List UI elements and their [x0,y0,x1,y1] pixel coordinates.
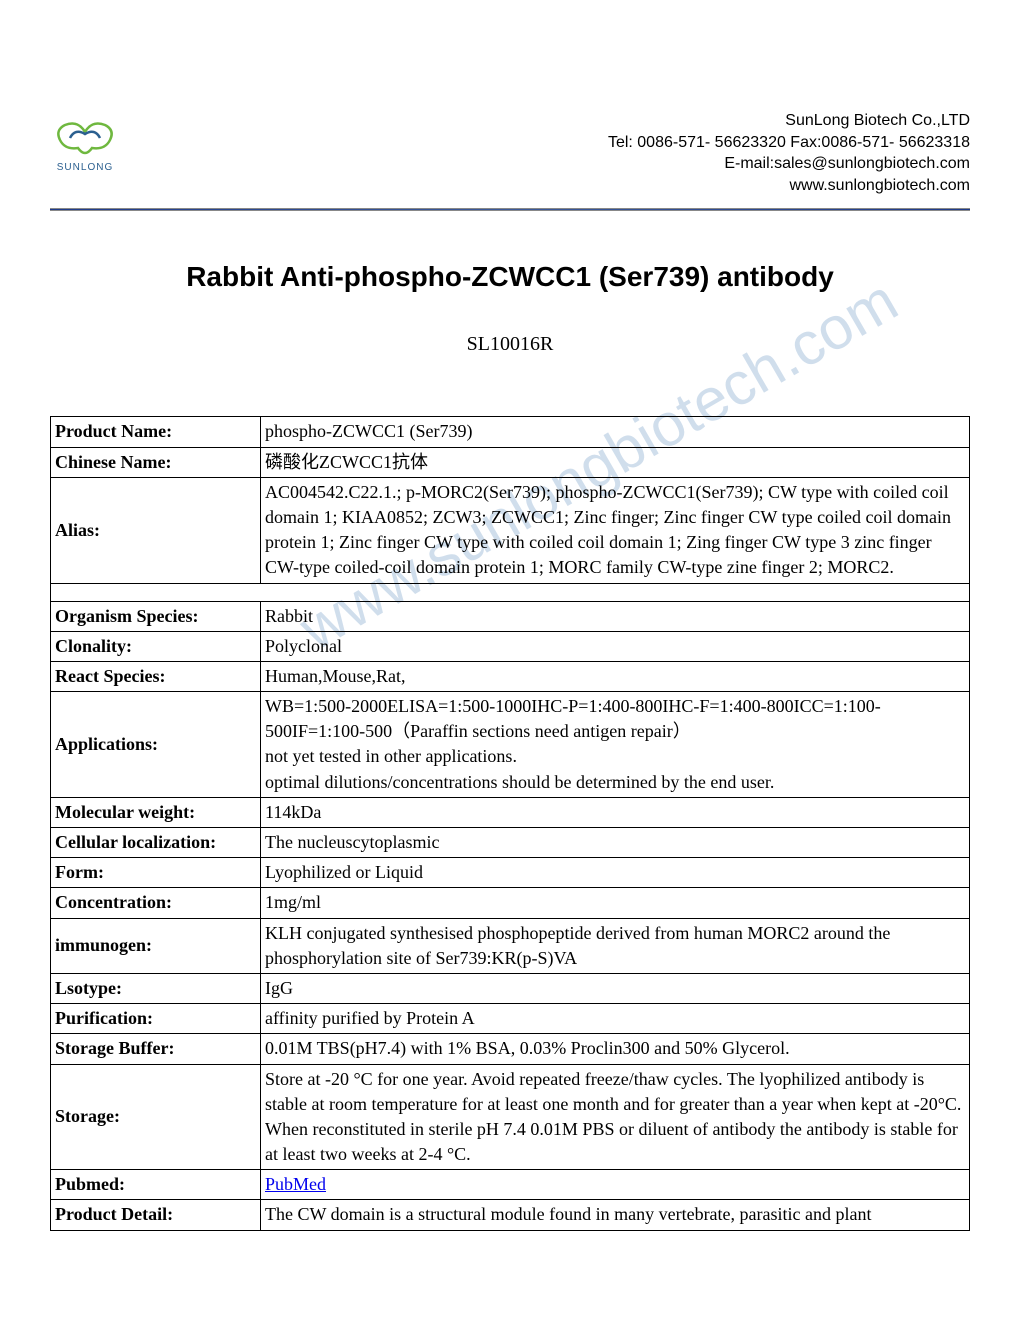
table-label: immunogen: [51,918,261,973]
table-label: Purification: [51,1004,261,1034]
table-value: Store at -20 °C for one year. Avoid repe… [261,1064,970,1170]
company-email: E-mail:sales@sunlongbiotech.com [608,153,970,175]
table-row: Storage Buffer:0.01M TBS(pH7.4) with 1% … [51,1034,970,1064]
table-value: affinity purified by Protein A [261,1004,970,1034]
table-label: React Species: [51,661,261,691]
pubmed-link[interactable]: PubMed [265,1174,326,1194]
company-info: SunLong Biotech Co.,LTD Tel: 0086-571- 5… [608,110,970,196]
table-value: phospho-ZCWCC1 (Ser739) [261,417,970,447]
table-label: Molecular weight: [51,797,261,827]
company-website: www.sunlongbiotech.com [608,175,970,197]
table-row [51,583,970,601]
table-value: Rabbit [261,601,970,631]
table-label: Organism Species: [51,601,261,631]
table-row: Applications:WB=1:500-2000ELISA=1:500-10… [51,692,970,798]
table-row: Lsotype:IgG [51,973,970,1003]
table-row: Storage:Store at -20 °C for one year. Av… [51,1064,970,1170]
table-label: Form: [51,858,261,888]
table-label: Applications: [51,692,261,798]
table-row: Alias:AC004542.C22.1.; p-MORC2(Ser739); … [51,477,970,583]
empty-cell [51,583,970,601]
table-row: immunogen:KLH conjugated synthesised pho… [51,918,970,973]
company-name: SunLong Biotech Co.,LTD [608,110,970,132]
table-label: Lsotype: [51,973,261,1003]
table-row: Organism Species:Rabbit [51,601,970,631]
table-value: The CW domain is a structural module fou… [261,1200,970,1230]
table-value: KLH conjugated synthesised phosphopeptid… [261,918,970,973]
logo-label: SUNLONG [57,162,113,173]
table-label: Clonality: [51,631,261,661]
table-row: Form:Lyophilized or Liquid [51,858,970,888]
table-label: Cellular localization: [51,828,261,858]
header-divider [50,208,970,211]
table-value: IgG [261,973,970,1003]
table-value: 1mg/ml [261,888,970,918]
table-value: 0.01M TBS(pH7.4) with 1% BSA, 0.03% Proc… [261,1034,970,1064]
product-code: SL10016R [50,333,970,356]
product-data-table: Product Name:phospho-ZCWCC1 (Ser739)Chin… [50,416,970,1230]
table-value: 磷酸化ZCWCC1抗体 [261,447,970,477]
table-row: Product Detail:The CW domain is a struct… [51,1200,970,1230]
sunlong-logo-icon [50,110,120,160]
table-label: Product Name: [51,417,261,447]
table-row: Cellular localization:The nucleuscytopla… [51,828,970,858]
table-label: Product Detail: [51,1200,261,1230]
table-value: Human,Mouse,Rat, [261,661,970,691]
table-row: React Species:Human,Mouse,Rat, [51,661,970,691]
table-row: Chinese Name:磷酸化ZCWCC1抗体 [51,447,970,477]
logo: SUNLONG [50,110,120,173]
table-row: Concentration:1mg/ml [51,888,970,918]
table-row: Purification:affinity purified by Protei… [51,1004,970,1034]
table-value: Polyclonal [261,631,970,661]
table-value: Lyophilized or Liquid [261,858,970,888]
table-label: Storage: [51,1064,261,1170]
table-label: Alias: [51,477,261,583]
table-row: Molecular weight:114kDa [51,797,970,827]
table-value: PubMed [261,1170,970,1200]
header: SUNLONG SunLong Biotech Co.,LTD Tel: 008… [50,50,970,208]
table-row: Clonality:Polyclonal [51,631,970,661]
table-value: 114kDa [261,797,970,827]
page-title: Rabbit Anti-phospho-ZCWCC1 (Ser739) anti… [50,261,970,293]
company-tel-fax: Tel: 0086-571- 56623320 Fax:0086-571- 56… [608,132,970,154]
table-label: Storage Buffer: [51,1034,261,1064]
table-value: AC004542.C22.1.; p-MORC2(Ser739); phosph… [261,477,970,583]
table-label: Pubmed: [51,1170,261,1200]
table-row: Pubmed:PubMed [51,1170,970,1200]
table-row: Product Name:phospho-ZCWCC1 (Ser739) [51,417,970,447]
table-value: The nucleuscytoplasmic [261,828,970,858]
table-label: Concentration: [51,888,261,918]
table-value: WB=1:500-2000ELISA=1:500-1000IHC-P=1:400… [261,692,970,798]
table-label: Chinese Name: [51,447,261,477]
